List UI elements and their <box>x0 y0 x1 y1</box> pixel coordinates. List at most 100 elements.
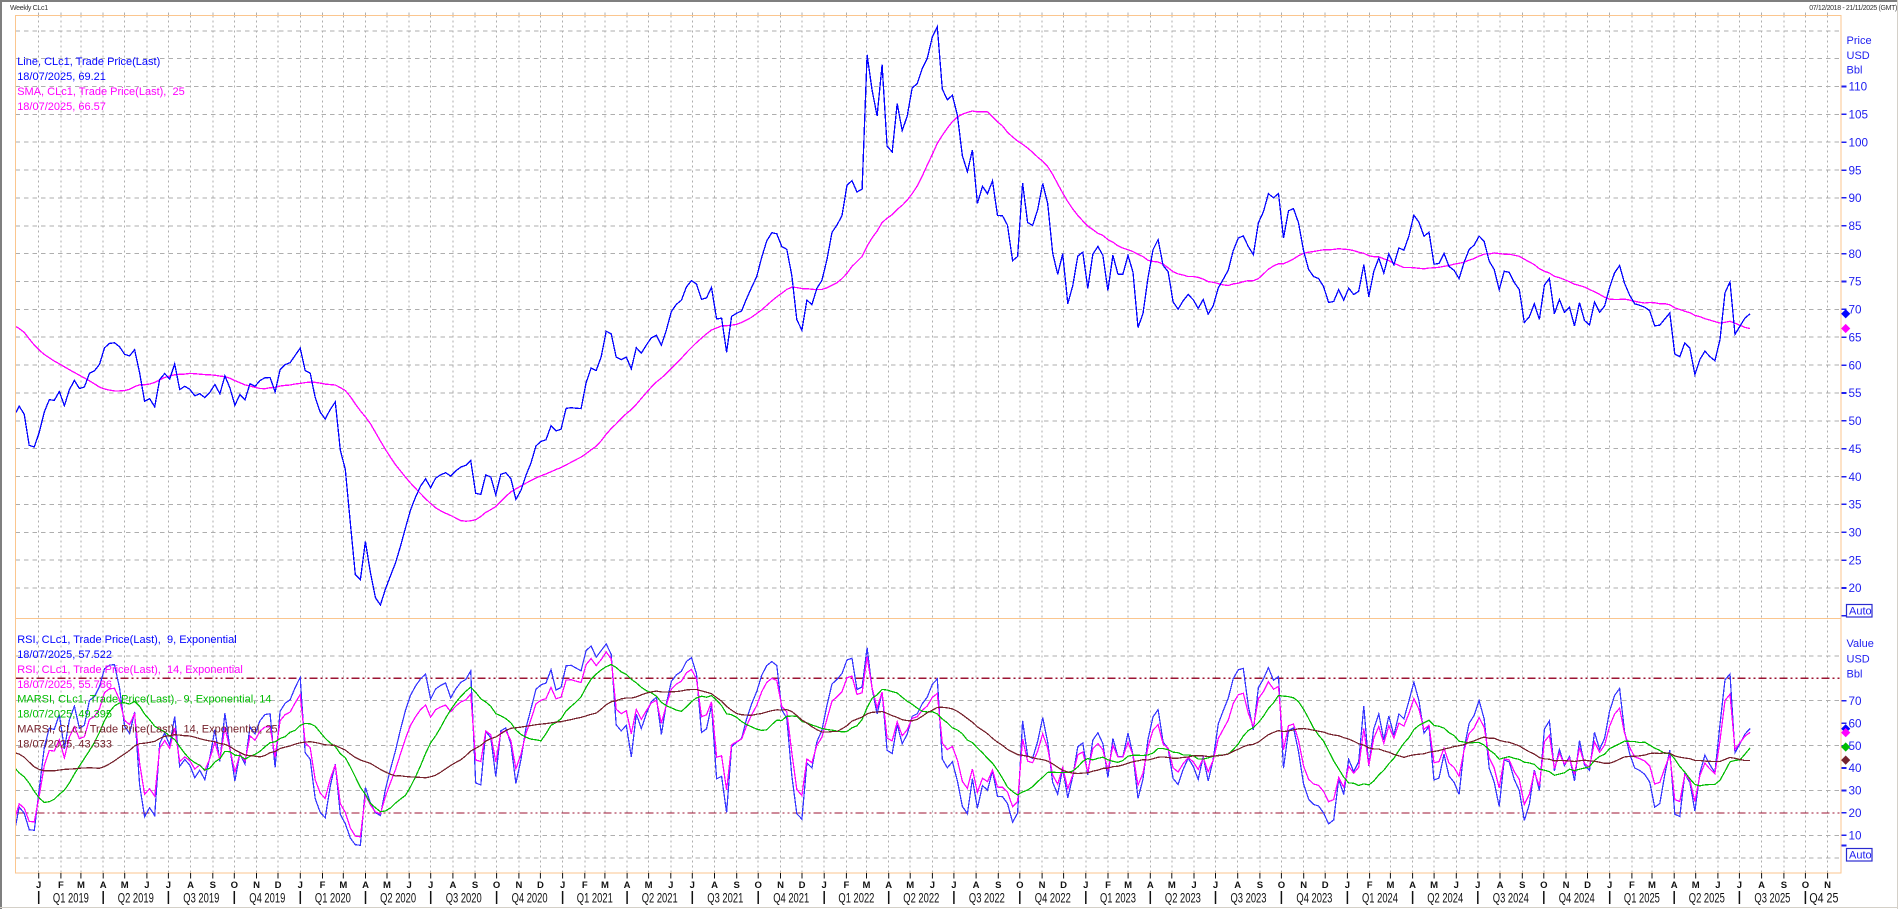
svg-text:Q3 2022: Q3 2022 <box>969 891 1005 906</box>
svg-text:A: A <box>973 880 980 891</box>
svg-text:Q2 2020: Q2 2020 <box>380 891 416 906</box>
svg-text:O: O <box>1278 880 1285 891</box>
svg-text:A: A <box>449 880 456 891</box>
svg-text:S: S <box>734 880 740 891</box>
svg-text:85: 85 <box>1849 220 1863 233</box>
svg-text:S: S <box>1781 880 1787 891</box>
svg-text:M: M <box>121 880 129 891</box>
svg-text:18/07/2025, 43.533: 18/07/2025, 43.533 <box>17 739 112 751</box>
svg-text:A: A <box>362 880 369 891</box>
svg-text:J: J <box>822 880 827 891</box>
svg-text:Auto: Auto <box>1849 606 1872 618</box>
svg-text:M: M <box>77 880 85 891</box>
svg-text:Q4 2022: Q4 2022 <box>1035 891 1071 906</box>
svg-text:J: J <box>668 880 673 891</box>
svg-text:A: A <box>1409 880 1416 891</box>
svg-text:A: A <box>885 880 892 891</box>
svg-text:M: M <box>339 880 347 891</box>
svg-text:50: 50 <box>1849 740 1863 753</box>
svg-text:A: A <box>1671 880 1678 891</box>
svg-text:N: N <box>1300 880 1307 891</box>
svg-text:A: A <box>1758 880 1765 891</box>
svg-text:S: S <box>472 880 478 891</box>
svg-text:M: M <box>1430 880 1438 891</box>
svg-text:S: S <box>210 880 216 891</box>
svg-text:Q3 2025: Q3 2025 <box>1754 891 1790 906</box>
svg-text:Q1 2020: Q1 2020 <box>315 891 351 906</box>
svg-text:55: 55 <box>1849 387 1863 400</box>
svg-text:Value: Value <box>1847 638 1874 650</box>
svg-text:Line, CLc1, Trade Price(Last): Line, CLc1, Trade Price(Last) <box>17 56 160 68</box>
svg-text:90: 90 <box>1849 192 1863 205</box>
svg-text:25: 25 <box>1849 554 1863 567</box>
svg-text:30: 30 <box>1849 527 1863 540</box>
svg-text:Q2 2025: Q2 2025 <box>1689 891 1725 906</box>
svg-text:Q1 2021: Q1 2021 <box>577 891 613 906</box>
svg-text:F: F <box>1367 880 1373 891</box>
svg-text:F: F <box>58 880 64 891</box>
svg-text:J: J <box>428 880 433 891</box>
svg-text:30: 30 <box>1849 785 1863 798</box>
svg-text:F: F <box>320 880 326 891</box>
svg-text:M: M <box>645 880 653 891</box>
svg-text:O: O <box>1540 880 1547 891</box>
svg-text:60: 60 <box>1849 359 1863 372</box>
svg-text:J: J <box>1475 880 1480 891</box>
svg-text:O: O <box>1016 880 1023 891</box>
svg-text:J: J <box>1345 880 1350 891</box>
svg-text:Q1 2022: Q1 2022 <box>838 891 874 906</box>
svg-text:D: D <box>1584 880 1591 891</box>
svg-text:M: M <box>601 880 609 891</box>
svg-text:N: N <box>777 880 784 891</box>
svg-text:Q2 2023: Q2 2023 <box>1165 891 1201 906</box>
svg-text:Q1 2024: Q1 2024 <box>1362 891 1398 906</box>
svg-text:18/07/2025, 66.57: 18/07/2025, 66.57 <box>17 101 106 113</box>
svg-text:M: M <box>1386 880 1394 891</box>
svg-text:N: N <box>515 880 522 891</box>
svg-text:J: J <box>1083 880 1088 891</box>
svg-text:Q1 2025: Q1 2025 <box>1624 891 1660 906</box>
svg-text:S: S <box>995 880 1001 891</box>
svg-text:S: S <box>1519 880 1525 891</box>
svg-text:70: 70 <box>1849 695 1863 708</box>
svg-text:Bbl: Bbl <box>1847 65 1863 77</box>
svg-text:D: D <box>799 880 806 891</box>
svg-text:45: 45 <box>1849 443 1863 456</box>
svg-text:F: F <box>1629 880 1635 891</box>
svg-text:65: 65 <box>1849 331 1863 344</box>
svg-text:M: M <box>863 880 871 891</box>
svg-text:Q1 2019: Q1 2019 <box>53 891 89 906</box>
svg-text:18/07/2025, 49.395: 18/07/2025, 49.395 <box>17 709 112 721</box>
svg-text:J: J <box>36 880 41 891</box>
svg-text:18/07/2025, 57.522: 18/07/2025, 57.522 <box>17 649 112 661</box>
svg-text:J: J <box>930 880 935 891</box>
svg-text:105: 105 <box>1849 109 1869 122</box>
svg-text:20: 20 <box>1849 807 1863 820</box>
svg-text:A: A <box>1497 880 1504 891</box>
svg-text:F: F <box>843 880 849 891</box>
svg-text:40: 40 <box>1849 471 1863 484</box>
svg-text:M: M <box>1124 880 1132 891</box>
svg-text:Q4 2020: Q4 2020 <box>512 891 548 906</box>
svg-text:M: M <box>1648 880 1656 891</box>
svg-text:D: D <box>1322 880 1329 891</box>
svg-text:O: O <box>231 880 238 891</box>
svg-text:50: 50 <box>1849 415 1863 428</box>
svg-text:M: M <box>906 880 914 891</box>
svg-text:95: 95 <box>1849 164 1863 177</box>
svg-text:Q2 2022: Q2 2022 <box>903 891 939 906</box>
svg-text:Q4 2019: Q4 2019 <box>249 891 285 906</box>
svg-text:J: J <box>1213 880 1218 891</box>
svg-text:J: J <box>144 880 149 891</box>
svg-text:O: O <box>1802 880 1809 891</box>
svg-text:10: 10 <box>1849 830 1863 843</box>
svg-text:J: J <box>166 880 171 891</box>
svg-text:J: J <box>560 880 565 891</box>
svg-text:07/12/2018 - 21/11/2025 (GMT): 07/12/2018 - 21/11/2025 (GMT) <box>1809 5 1897 12</box>
svg-text:Q1 2023: Q1 2023 <box>1100 891 1136 906</box>
svg-text:D: D <box>275 880 282 891</box>
svg-text:70: 70 <box>1849 304 1863 317</box>
svg-text:20: 20 <box>1849 582 1863 595</box>
svg-text:Q2 2024: Q2 2024 <box>1427 891 1463 906</box>
svg-text:O: O <box>493 880 500 891</box>
